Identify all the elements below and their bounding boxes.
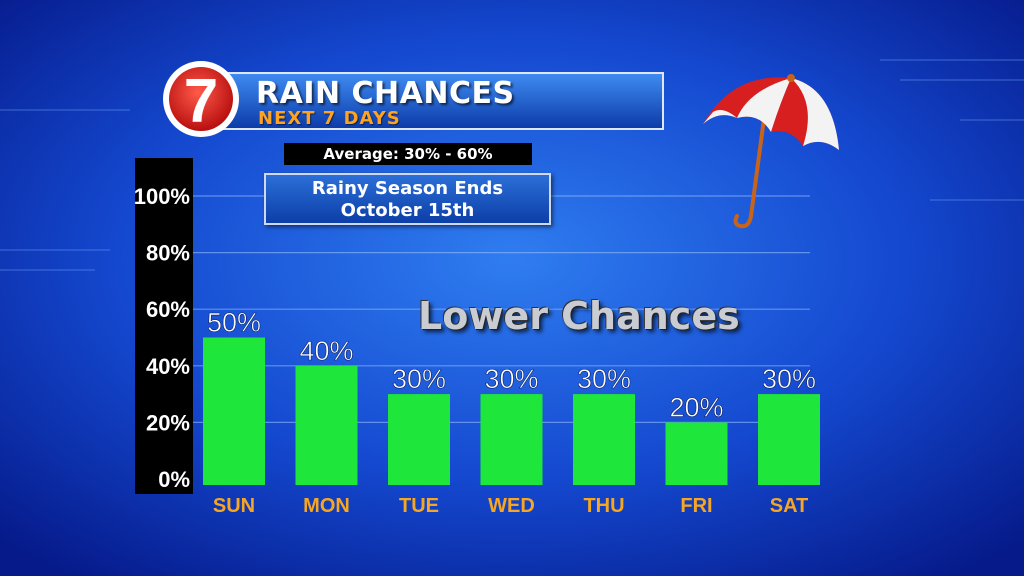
bar-mon xyxy=(295,365,358,485)
bar-value-label: 40% xyxy=(299,336,353,366)
bar-sat xyxy=(758,394,820,485)
bar-value-label: 30% xyxy=(484,364,538,394)
y-axis-panel xyxy=(135,158,193,494)
x-tick-label: WED xyxy=(488,495,535,517)
umbrella-icon xyxy=(703,74,839,229)
rainy-season-line-1: Rainy Season Ends xyxy=(311,178,504,199)
bar-fri xyxy=(665,422,728,485)
y-tick-label: 40% xyxy=(146,354,190,379)
header-bar xyxy=(204,72,664,130)
bar-value-label: 30% xyxy=(577,364,631,394)
bar-value-label: 50% xyxy=(207,308,261,338)
bar-value-label: 30% xyxy=(392,364,446,394)
bar-thu xyxy=(573,394,635,485)
bar-value-label: 20% xyxy=(669,392,723,422)
x-tick-label: THU xyxy=(583,495,624,517)
x-tick-label: TUE xyxy=(399,495,439,517)
chart-subtitle: NEXT 7 DAYS xyxy=(258,108,401,129)
y-tick-label: 100% xyxy=(134,184,190,209)
y-tick-label: 60% xyxy=(146,297,190,322)
bar-sun xyxy=(203,337,265,485)
channel-7-logo xyxy=(163,61,239,137)
x-tick-label: SAT xyxy=(770,495,809,517)
channel-7-logo-text: 7 xyxy=(184,67,218,136)
bar-value-label: 30% xyxy=(762,364,816,394)
rainy-season-note: Rainy Season Ends October 15th xyxy=(264,173,551,225)
x-tick-label: MON xyxy=(303,495,350,517)
rainy-season-line-2: October 15th xyxy=(340,200,475,221)
bar-wed xyxy=(480,394,543,485)
bar-tue xyxy=(388,394,450,485)
y-tick-label: 0% xyxy=(158,467,190,492)
lower-chances-annotation: Lower Chances xyxy=(418,294,740,338)
chart-title: RAIN CHANCES xyxy=(256,76,515,111)
x-tick-label: FRI xyxy=(680,495,712,517)
average-label: Average: 30% - 60% xyxy=(284,143,532,165)
y-tick-label: 20% xyxy=(146,410,190,435)
y-tick-label: 80% xyxy=(146,241,190,266)
x-tick-label: SUN xyxy=(213,495,255,517)
